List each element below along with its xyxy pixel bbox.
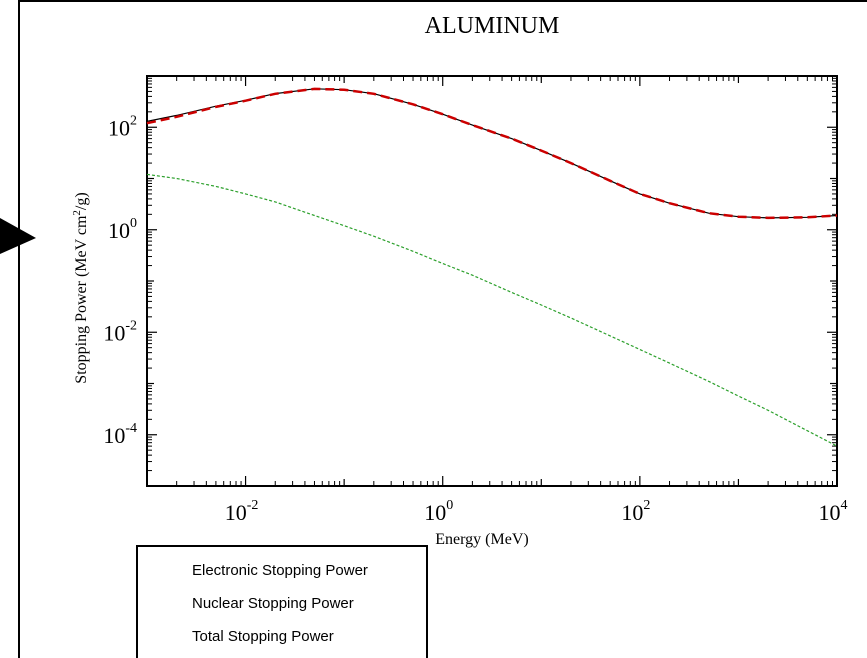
x-tick-label: 104	[819, 498, 848, 525]
chart-svg: ALUMINUM 10-2 100 102 104 102 100 10-2 10-4 En…	[71, 13, 848, 548]
y-axis-label-sup: 2	[71, 210, 83, 216]
legend-item-nuclear: Nuclear Stopping Power	[138, 592, 426, 618]
ticks-layer	[147, 76, 837, 486]
series-line-total-stopping-power	[146, 88, 838, 219]
y-axis-label-post: /g)	[73, 192, 90, 210]
y-tick-label: 102	[108, 113, 137, 140]
y-tick-label: 10-2	[103, 318, 137, 345]
y-tick-label: 100	[108, 216, 137, 243]
x-axis-label: Energy (MeV)	[435, 531, 528, 548]
chart-title: ALUMINUM	[425, 13, 560, 39]
y-axis-label: Stopping Power (MeV cm2/g)	[71, 192, 90, 383]
series-layer	[146, 87, 838, 447]
legend-label-electronic: Electronic Stopping Power	[192, 562, 368, 579]
legend-label-total: Total Stopping Power	[192, 628, 334, 645]
series-line-nuclear-stopping-power	[146, 173, 838, 447]
legend-item-total: Total Stopping Power	[138, 625, 426, 651]
legend-label-nuclear: Nuclear Stopping Power	[192, 595, 354, 612]
series-line-electronic-stopping-power	[146, 87, 838, 220]
legend-item-electronic: Electronic Stopping Power	[138, 559, 426, 585]
figure-frame	[18, 0, 867, 658]
x-tick-label: 10-2	[225, 498, 259, 525]
plot-area	[146, 75, 838, 487]
y-axis-label-pre: Stopping Power (MeV cm	[73, 215, 90, 384]
x-tick-label: 100	[424, 498, 453, 525]
y-tick-label: 10-4	[103, 421, 137, 448]
x-tick-labels: 10-2 100 102 104	[225, 498, 848, 525]
legend: Electronic Stopping Power Nuclear Stoppi…	[136, 545, 428, 658]
y-tick-labels: 102 100 10-2 10-4	[103, 113, 137, 448]
x-tick-label: 102	[621, 498, 650, 525]
arrow-pointer-icon	[0, 218, 36, 254]
